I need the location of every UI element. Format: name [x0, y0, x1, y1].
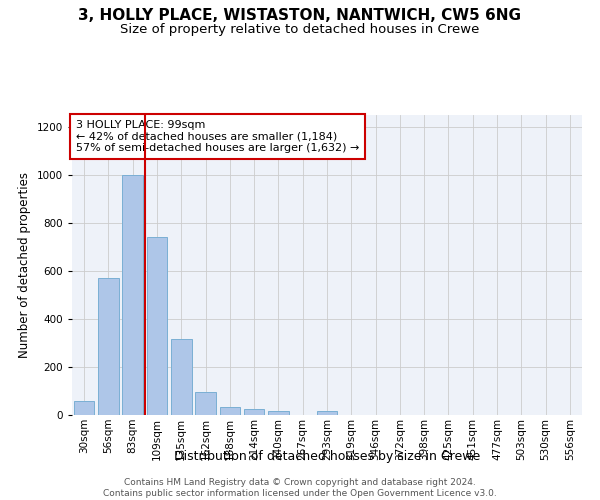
Text: 3 HOLLY PLACE: 99sqm
← 42% of detached houses are smaller (1,184)
57% of semi-de: 3 HOLLY PLACE: 99sqm ← 42% of detached h…	[76, 120, 359, 153]
Y-axis label: Number of detached properties: Number of detached properties	[18, 172, 31, 358]
Bar	[171, 340, 191, 415]
Bar	[122, 175, 143, 415]
Bar	[98, 278, 119, 415]
Bar	[146, 238, 167, 415]
Text: Distribution of detached houses by size in Crewe: Distribution of detached houses by size …	[174, 450, 480, 463]
Bar	[220, 406, 240, 415]
Bar	[195, 392, 216, 415]
Bar	[74, 400, 94, 415]
Bar	[317, 412, 337, 415]
Bar	[268, 412, 289, 415]
Text: 3, HOLLY PLACE, WISTASTON, NANTWICH, CW5 6NG: 3, HOLLY PLACE, WISTASTON, NANTWICH, CW5…	[79, 8, 521, 22]
Text: Contains HM Land Registry data © Crown copyright and database right 2024.
Contai: Contains HM Land Registry data © Crown c…	[103, 478, 497, 498]
Bar	[244, 409, 265, 415]
Text: Size of property relative to detached houses in Crewe: Size of property relative to detached ho…	[121, 22, 479, 36]
